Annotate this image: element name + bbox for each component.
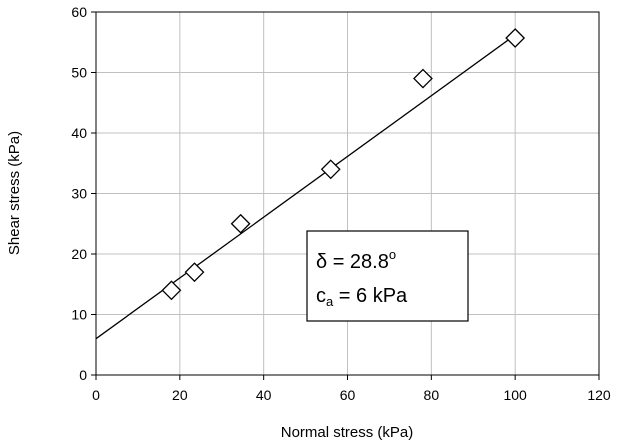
annotation-friction-angle: δ = 28.8o [316,247,396,273]
y-tick-label: 40 [71,125,87,141]
x-tick-label: 40 [256,387,272,403]
degree-superscript: o [389,247,396,262]
x-tick-label: 0 [92,387,100,403]
adhesion-subscript: a [326,294,334,309]
data-point [505,28,526,48]
friction-angle-text: δ = 28.8 [316,251,389,273]
data-point [413,68,433,89]
annotation-adhesion: ca = 6 kPa [316,285,408,309]
x-axis-label: Normal stress (kPa) [281,424,414,441]
y-axis-label: Shear stress (kPa) [6,131,23,255]
y-tick-label: 10 [71,307,87,323]
y-tick-label: 20 [71,246,87,262]
data-point [184,262,205,283]
y-tick-label: 0 [79,367,87,383]
data-point [161,280,182,301]
y-tick-label: 30 [71,186,87,202]
y-tick-label: 60 [71,4,87,20]
annotation-frame [306,230,469,322]
annotation-box: δ = 28.8o ca = 6 kPa [306,230,469,322]
y-axis-ticks: 0 10 20 30 40 50 60 [71,4,96,383]
x-tick-label: 20 [172,387,188,403]
x-axis-ticks: 0 20 40 60 80 100 120 [92,375,611,403]
data-points [161,28,526,301]
adhesion-symbol: c [316,285,326,307]
x-tick-label: 100 [503,387,527,403]
x-tick-label: 120 [587,387,611,403]
data-point [320,159,341,180]
y-tick-label: 50 [71,65,87,81]
x-tick-label: 60 [340,387,356,403]
adhesion-value: = 6 kPa [333,285,408,307]
data-point [230,213,251,234]
x-tick-label: 80 [424,387,440,403]
